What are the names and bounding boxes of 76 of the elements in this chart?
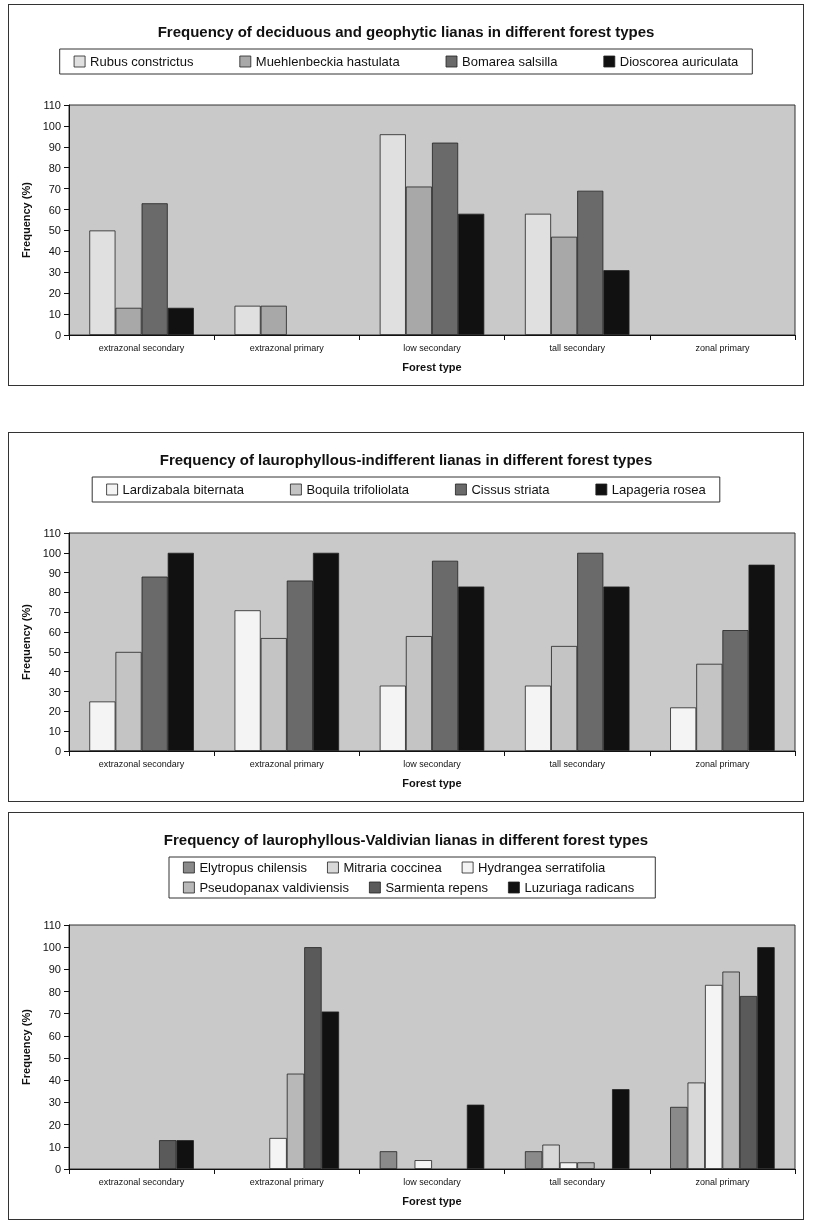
y-tick-label: 100 [42, 941, 61, 954]
legend-label: Rubus constrictus [90, 54, 194, 69]
x-axis-title: Forest type [402, 1194, 462, 1207]
y-tick-label: 0 [54, 1163, 61, 1175]
y-axis-title: Frequency (%) [19, 1008, 32, 1085]
x-tick-label: zonal primary [695, 758, 750, 769]
y-tick-label: 110 [43, 99, 61, 111]
y-tick-label: 40 [48, 665, 61, 678]
legend-label: Lardizabala biternata [122, 482, 245, 497]
x-axis-title: Forest type [402, 360, 462, 373]
bar [379, 1151, 398, 1169]
x-tick-label: low secondary [403, 1176, 462, 1187]
y-tick-label: 20 [48, 1118, 61, 1131]
y-tick-label: 0 [54, 745, 61, 757]
bar [414, 1160, 432, 1169]
y-tick-label: 80 [48, 985, 61, 998]
legend-label: Lapageria rosea [611, 482, 707, 497]
y-tick-label: 10 [48, 308, 61, 321]
legend-label: Hydrangea serratifolia [478, 860, 607, 875]
y-tick-label: 70 [48, 606, 61, 619]
y-tick-label: 40 [48, 1074, 61, 1087]
x-tick-label: extrazonal primary [249, 342, 325, 353]
chart-title: Frequency of deciduous and geophytic lianas in different forest types [157, 23, 655, 40]
y-tick-label: 30 [48, 1096, 61, 1109]
x-tick-label: low secondary [403, 342, 462, 353]
legend-label: Pseudopanax valdiviensis [199, 880, 350, 895]
x-tick-label: extrazonal primary [249, 1176, 325, 1187]
x-tick-label: zonal primary [695, 342, 750, 353]
legend-label: Boquila trifoliolata [306, 482, 410, 497]
x-tick-label: extrazonal secondary [98, 342, 185, 353]
y-tick-label: 0 [54, 329, 61, 341]
x-tick-label: tall secondary [549, 342, 606, 353]
y-tick-label: 10 [48, 725, 61, 738]
x-tick-label: tall secondary [549, 1176, 606, 1187]
x-tick-label: extrazonal secondary [98, 1176, 185, 1187]
y-tick-label: 50 [48, 1052, 61, 1065]
y-tick-label: 100 [42, 546, 61, 559]
legend-label: Mitraria coccinea [343, 860, 443, 875]
x-tick-label: zonal primary [695, 1176, 750, 1187]
y-tick-label: 30 [48, 685, 61, 698]
y-tick-label: 30 [48, 266, 61, 279]
y-tick-label: 50 [48, 645, 61, 658]
y-tick-label: 40 [48, 245, 61, 258]
x-axis-title: Forest type [402, 776, 462, 789]
x-tick-label: extrazonal primary [249, 758, 325, 769]
y-tick-label: 100 [42, 119, 61, 132]
legend-label: Luzuriaga radicans [524, 880, 635, 895]
y-tick-label: 20 [48, 705, 61, 718]
y-tick-label: 70 [48, 182, 61, 195]
x-tick-label: tall secondary [549, 758, 606, 769]
chart-title: Frequency of laurophyllous-Valdivian lianas in different forest types [163, 831, 649, 848]
legend-label: Bomarea salsilla [462, 54, 559, 69]
x-tick-label: extrazonal secondary [98, 758, 185, 769]
y-tick-label: 60 [48, 203, 61, 216]
legend-label: Sarmienta repens [385, 880, 489, 895]
y-tick-label: 80 [48, 586, 61, 599]
y-tick-label: 80 [48, 161, 61, 174]
chart-title: Frequency of laurophyllous-indifferent lianas in different forest types [159, 451, 653, 468]
y-tick-label: 50 [48, 224, 61, 237]
legend-label: Muehlenbeckia hastulata [255, 54, 401, 69]
y-axis-title: Frequency (%) [19, 603, 32, 680]
legend-label: Elytropus chilensis [199, 860, 308, 875]
y-tick-label: 110 [43, 919, 61, 931]
y-tick-label: 20 [48, 287, 61, 300]
y-axis-title: Frequency (%) [19, 181, 32, 258]
y-tick-label: 90 [48, 140, 61, 153]
y-tick-label: 90 [48, 963, 61, 976]
y-tick-label: 90 [48, 566, 61, 579]
x-tick-label: low secondary [403, 758, 462, 769]
y-tick-label: 10 [48, 1140, 61, 1153]
y-tick-label: 60 [48, 626, 61, 639]
y-tick-label: 110 [43, 527, 61, 539]
y-tick-label: 60 [48, 1029, 61, 1042]
legend-label: Cissus striata [471, 482, 551, 497]
y-tick-label: 70 [48, 1007, 61, 1020]
legend-label: Dioscorea auriculata [619, 54, 740, 69]
